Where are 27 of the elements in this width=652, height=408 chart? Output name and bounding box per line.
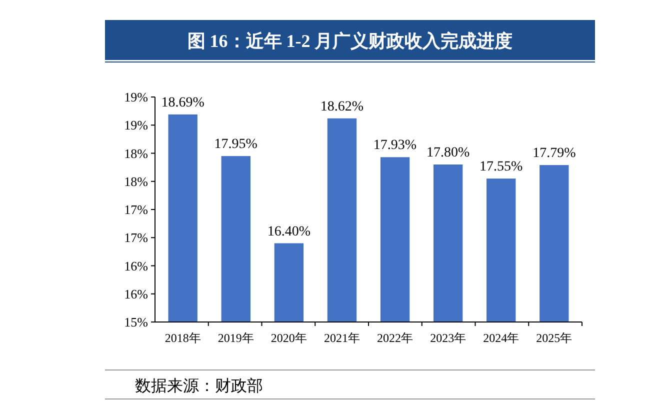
data-label: 17.79% <box>532 146 576 162</box>
chart-title: 图 16：近年 1-2 月广义财政收入完成进度 <box>187 31 513 51</box>
x-tick-label: 2018年 <box>164 331 201 345</box>
y-tick-label: 18% <box>124 174 148 189</box>
x-tick-label: 2020年 <box>270 331 307 345</box>
y-tick-label: 16% <box>124 286 148 302</box>
x-tick-label: 2024年 <box>483 331 520 345</box>
data-label: 16.40% <box>267 224 311 240</box>
data-label: 17.93% <box>373 138 417 154</box>
y-tick-label: 17% <box>124 230 148 246</box>
x-tick-label: 2021年 <box>324 331 360 345</box>
x-tick-label: 2025年 <box>536 331 572 345</box>
x-tick-label: 2019年 <box>218 331 254 345</box>
x-tick-label: 2022年 <box>377 331 414 345</box>
data-label: 18.62% <box>320 99 364 114</box>
data-label: 18.69% <box>161 95 205 110</box>
y-tick-label: 16% <box>124 258 148 274</box>
y-tick-label: 17% <box>124 202 148 218</box>
data-label: 17.55% <box>480 160 524 175</box>
y-tick-label: 19% <box>124 90 148 105</box>
data-label: 17.95% <box>214 137 258 152</box>
source-note: 数据来源：财政部 <box>135 377 263 395</box>
x-tick-label: 2023年 <box>430 331 466 345</box>
y-tick-label: 18% <box>124 146 148 161</box>
data-label: 17.80% <box>426 146 470 160</box>
y-tick-label: 15% <box>124 314 148 330</box>
y-tick-label: 19% <box>124 118 148 133</box>
